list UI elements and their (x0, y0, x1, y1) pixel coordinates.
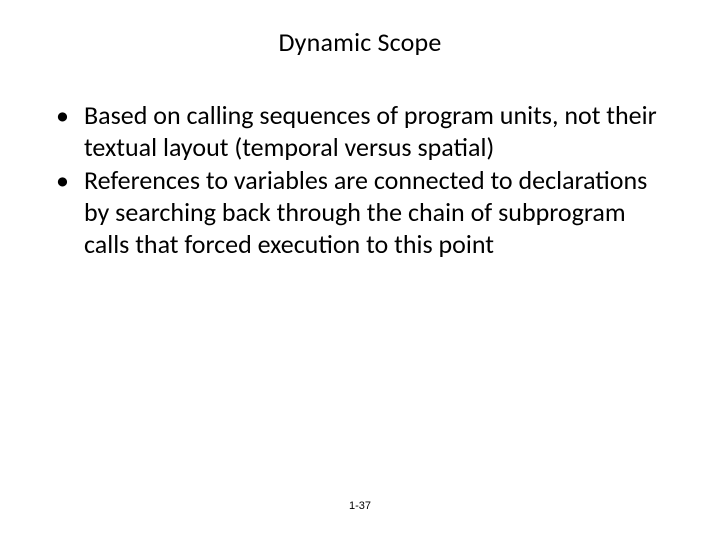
bullet-item: Based on calling sequences of program un… (48, 100, 672, 163)
slide: Dynamic Scope Based on calling sequences… (0, 0, 720, 540)
slide-number: 1-37 (0, 500, 720, 512)
slide-title: Dynamic Scope (48, 26, 672, 58)
bullet-list: Based on calling sequences of program un… (48, 100, 672, 261)
bullet-item: References to variables are connected to… (48, 165, 672, 260)
slide-body: Based on calling sequences of program un… (48, 100, 672, 261)
